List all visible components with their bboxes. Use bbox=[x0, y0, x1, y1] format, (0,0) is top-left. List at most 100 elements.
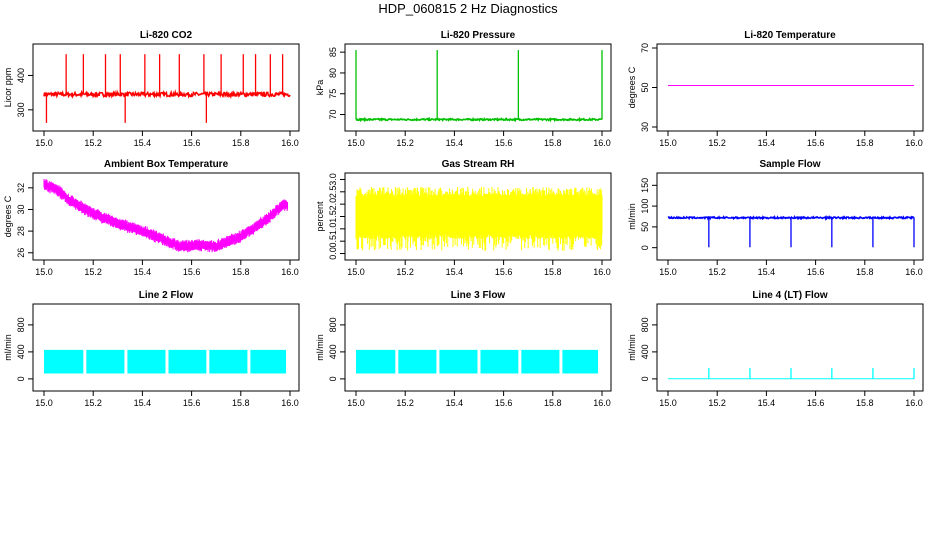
series bbox=[668, 368, 915, 380]
x-tick-label: 15.4 bbox=[758, 267, 776, 277]
y-tick-label: 70 bbox=[328, 110, 338, 120]
panel-line2: Line 2 Flow ml/min 15.0 15.2 15.4 15.6 15.8 16.… bbox=[3, 290, 300, 408]
panel-title: Li-820 CO2 bbox=[140, 30, 193, 41]
flow-block bbox=[127, 349, 166, 374]
y-tick-label: 1.5 bbox=[328, 210, 338, 223]
y-tick-label: 800 bbox=[16, 317, 26, 332]
y-tick-label: 150 bbox=[640, 178, 650, 193]
series bbox=[667, 214, 915, 248]
y-tick-label: 3.0 bbox=[328, 173, 338, 186]
x-tick-label: 16.0 bbox=[281, 267, 299, 277]
x-tick-label: 16.0 bbox=[593, 267, 611, 277]
y-tick-label: 400 bbox=[16, 344, 26, 359]
panel-title: Line 2 Flow bbox=[139, 290, 194, 301]
panel-sample: Sample Flow ml/min 15.0 15.2 15.4 15.6 15.8 16.… bbox=[627, 159, 924, 277]
flow-block bbox=[209, 349, 248, 374]
x-tick-label: 15.0 bbox=[35, 138, 53, 148]
x-tick-label: 15.4 bbox=[758, 138, 776, 148]
y-tick-label: 30 bbox=[640, 122, 650, 132]
y-tick-label: 0 bbox=[640, 245, 650, 250]
y-tick-label: 100 bbox=[640, 199, 650, 214]
x-tick-label: 15.0 bbox=[35, 398, 53, 408]
x-tick-label: 15.4 bbox=[758, 398, 776, 408]
y-tick-label: 75 bbox=[328, 89, 338, 99]
plot-frame bbox=[32, 43, 300, 132]
panel-line4: Line 4 (LT) Flow ml/min 15.0 15.2 15.4 15.6 15… bbox=[627, 290, 924, 408]
x-tick-label: 15.0 bbox=[347, 138, 365, 148]
x-tick-label: 15.0 bbox=[347, 398, 365, 408]
y-tick-label: 2.5 bbox=[328, 186, 338, 199]
y-tick-label: 400 bbox=[640, 344, 650, 359]
x-tick-label: 15.8 bbox=[232, 398, 250, 408]
x-tick-label: 15.4 bbox=[134, 138, 152, 148]
y-tick-label: 0 bbox=[640, 376, 650, 381]
series bbox=[44, 349, 287, 374]
y-tick-label: 1.0 bbox=[328, 223, 338, 236]
x-tick-label: 15.0 bbox=[659, 138, 677, 148]
x-tick-label: 15.6 bbox=[183, 267, 201, 277]
panel-rh: Gas Stream RH percent 15.0 15.2 15.4 15.6 15.8… bbox=[315, 159, 612, 277]
x-tick-label: 15.0 bbox=[35, 267, 53, 277]
x-tick-label: 15.4 bbox=[134, 267, 152, 277]
plot-frame bbox=[656, 172, 924, 261]
x-tick-label: 15.6 bbox=[183, 138, 201, 148]
y-tick-label: 50 bbox=[640, 222, 650, 232]
y-axis-label: percent bbox=[315, 201, 325, 232]
y-tick-label: 0.5 bbox=[328, 235, 338, 248]
x-tick-label: 15.8 bbox=[232, 267, 250, 277]
y-axis-label: degrees C bbox=[3, 195, 13, 237]
y-tick-label: 30 bbox=[16, 204, 26, 214]
x-tick-label: 16.0 bbox=[905, 267, 923, 277]
x-tick-label: 15.0 bbox=[659, 398, 677, 408]
series bbox=[355, 50, 603, 123]
y-tick-label: 400 bbox=[328, 344, 338, 359]
x-tick-label: 15.2 bbox=[84, 138, 102, 148]
y-tick-label: 300 bbox=[16, 102, 26, 117]
panel-line3: Line 3 Flow ml/min 15.0 15.2 15.4 15.6 15.8 16.… bbox=[315, 290, 612, 408]
x-tick-label: 15.4 bbox=[446, 267, 464, 277]
y-tick-label: 2.0 bbox=[328, 198, 338, 211]
x-tick-label: 15.8 bbox=[544, 138, 562, 148]
y-tick-label: 26 bbox=[16, 248, 26, 258]
x-tick-label: 15.6 bbox=[807, 138, 825, 148]
x-tick-label: 15.8 bbox=[856, 138, 874, 148]
plot-frame bbox=[656, 303, 924, 392]
y-tick-label: 70 bbox=[640, 43, 650, 53]
plot-frame bbox=[344, 303, 612, 392]
figure-title: HDP_060815 2 Hz Diagnostics bbox=[378, 1, 558, 16]
x-tick-label: 15.6 bbox=[807, 398, 825, 408]
x-tick-label: 15.4 bbox=[446, 398, 464, 408]
x-tick-label: 15.2 bbox=[396, 138, 414, 148]
x-tick-label: 16.0 bbox=[905, 138, 923, 148]
x-tick-label: 15.6 bbox=[495, 398, 513, 408]
panel-title: Li-820 Temperature bbox=[744, 30, 836, 41]
x-tick-label: 16.0 bbox=[905, 398, 923, 408]
plot-frame bbox=[656, 43, 924, 132]
y-axis-label: ml/min bbox=[3, 334, 13, 361]
y-axis-label: Licor ppm bbox=[3, 68, 13, 108]
y-tick-label: 0 bbox=[16, 376, 26, 381]
panel-title: Sample Flow bbox=[759, 159, 820, 170]
series-line bbox=[43, 89, 291, 100]
panel-title: Line 4 (LT) Flow bbox=[752, 290, 828, 301]
y-tick-label: 0 bbox=[328, 376, 338, 381]
x-tick-label: 16.0 bbox=[281, 138, 299, 148]
y-axis-label: ml/min bbox=[627, 334, 637, 361]
y-axis-label: ml/min bbox=[627, 203, 637, 230]
x-tick-label: 15.8 bbox=[544, 398, 562, 408]
x-tick-label: 15.6 bbox=[807, 267, 825, 277]
x-tick-label: 16.0 bbox=[593, 398, 611, 408]
series bbox=[43, 178, 289, 253]
y-axis-label: ml/min bbox=[315, 334, 325, 361]
x-tick-label: 16.0 bbox=[281, 398, 299, 408]
x-tick-label: 15.4 bbox=[446, 138, 464, 148]
y-axis-label: kPa bbox=[315, 80, 325, 96]
flow-block bbox=[562, 349, 599, 374]
x-tick-label: 15.8 bbox=[232, 138, 250, 148]
x-tick-label: 15.8 bbox=[544, 267, 562, 277]
flow-block bbox=[44, 349, 84, 374]
panel-ambient: Ambient Box Temperature degrees C 15.0 15.2… bbox=[3, 159, 300, 277]
panel-temp: Li-820 Temperature degrees C 15.0 15.2 15.4 1… bbox=[627, 30, 924, 148]
panel-co2: Li-820 CO2 Licor ppm 15.0 15.2 15.4 15.6 15.8 1… bbox=[3, 30, 300, 148]
